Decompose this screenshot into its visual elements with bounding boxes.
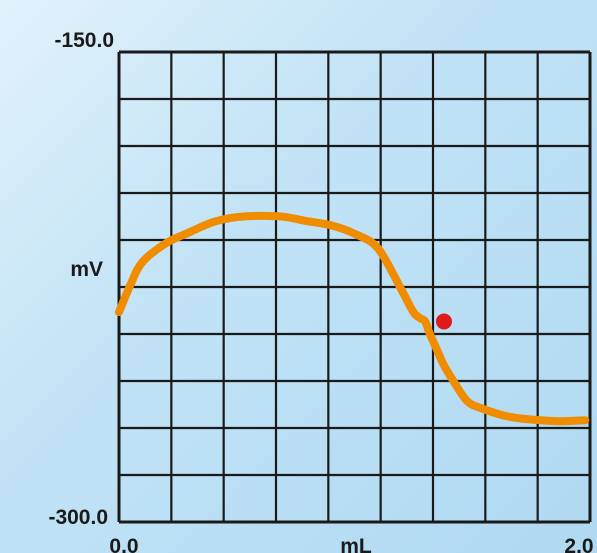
- equivalence-point: [435, 313, 452, 330]
- x-tick-label-left: 0.0: [109, 535, 138, 553]
- y-tick-label-top: -150.0: [54, 29, 114, 52]
- y-axis-label: mV: [70, 258, 103, 281]
- series-line: [115, 211, 590, 426]
- y-tick-label-bottom: -300.0: [48, 506, 108, 529]
- x-tick-label-right: 2.0: [564, 535, 593, 553]
- x-axis-label: mL: [340, 535, 372, 553]
- grid: [117, 50, 592, 524]
